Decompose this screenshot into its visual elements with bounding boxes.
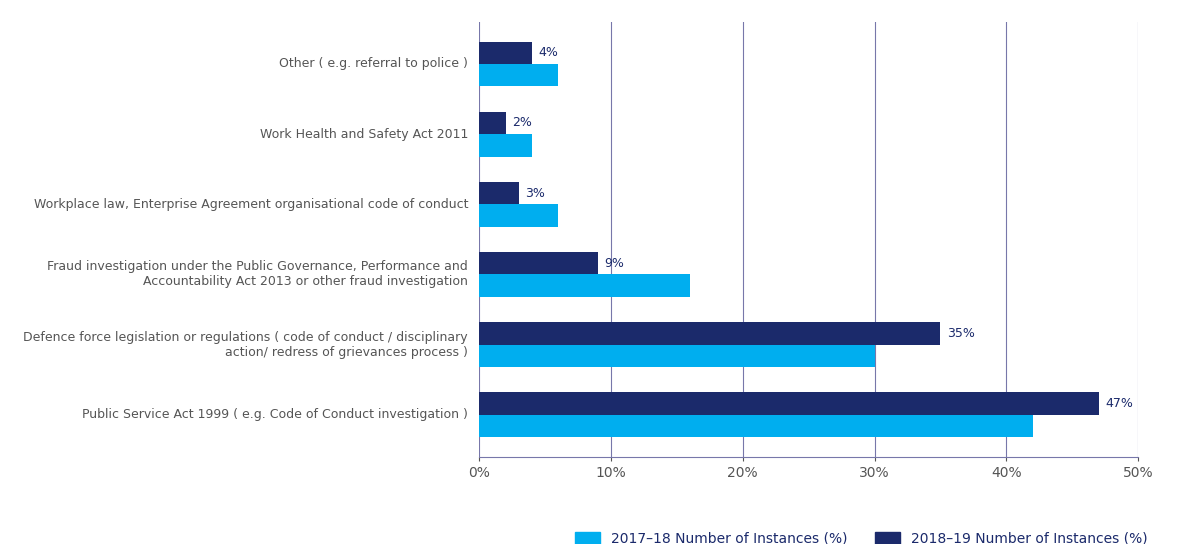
- Bar: [479, 41, 532, 64]
- Bar: [479, 64, 558, 86]
- Bar: [479, 134, 532, 157]
- Bar: [479, 344, 875, 367]
- Legend: 2017–18 Number of Instances (%), 2018–19 Number of Instances (%): 2017–18 Number of Instances (%), 2018–19…: [568, 525, 1155, 544]
- Text: 47%: 47%: [1105, 397, 1133, 410]
- Bar: [479, 112, 506, 134]
- Bar: [479, 182, 519, 205]
- Bar: [479, 205, 558, 227]
- Text: 3%: 3%: [526, 187, 545, 200]
- Bar: [479, 252, 598, 274]
- Bar: [479, 274, 690, 297]
- Text: 9%: 9%: [605, 257, 624, 270]
- Text: 35%: 35%: [946, 327, 975, 340]
- Text: 2%: 2%: [513, 116, 532, 129]
- Bar: [479, 322, 940, 344]
- Bar: [479, 415, 1033, 437]
- Text: 4%: 4%: [539, 46, 558, 59]
- Bar: [479, 392, 1099, 415]
